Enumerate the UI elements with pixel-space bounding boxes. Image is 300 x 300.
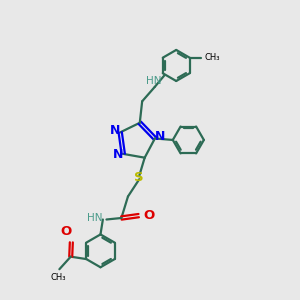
Text: CH₃: CH₃ <box>50 273 66 282</box>
Text: HN: HN <box>146 76 162 86</box>
Text: N: N <box>110 124 121 137</box>
Text: O: O <box>143 209 155 222</box>
Text: S: S <box>134 171 144 184</box>
Text: O: O <box>60 225 72 238</box>
Text: N: N <box>113 148 124 161</box>
Text: HN: HN <box>87 213 102 223</box>
Text: CH₃: CH₃ <box>205 53 220 62</box>
Text: N: N <box>154 130 165 142</box>
